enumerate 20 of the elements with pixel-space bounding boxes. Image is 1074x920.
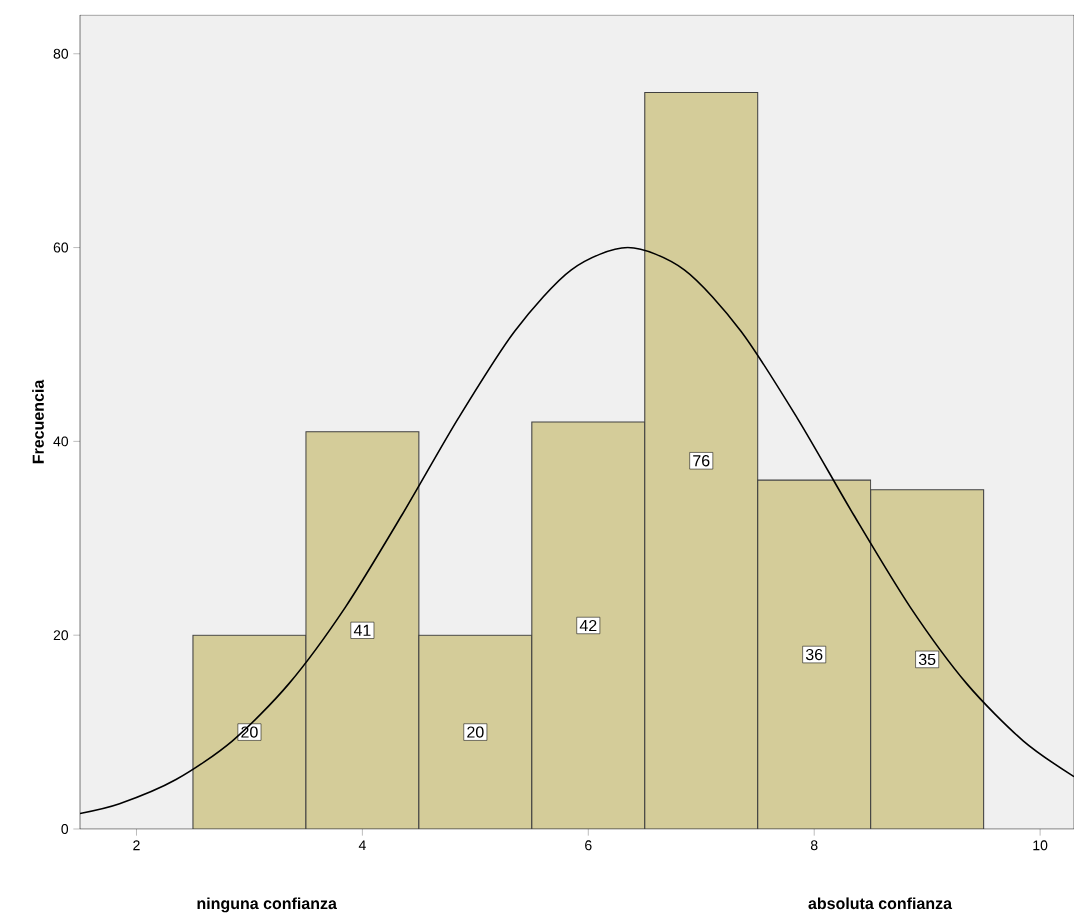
- text: ninguna confianza: [197, 897, 337, 913]
- x-tick-label: 2: [133, 840, 140, 851]
- x-tick-label: 4: [358, 840, 366, 850]
- text: absoluta confianza: [808, 897, 953, 910]
- x-tick-label: 10: [1033, 840, 1048, 851]
- y-tick-label: 60: [53, 242, 69, 253]
- data-label: 20: [467, 726, 484, 738]
- y-tick-label: 40: [53, 436, 69, 447]
- y-tick-label: 80: [53, 48, 69, 59]
- data-label: 20: [241, 726, 258, 738]
- y-tick-label: 20: [53, 630, 69, 641]
- x-tick-label: 6: [585, 840, 592, 851]
- data-label: 35: [918, 653, 936, 666]
- x-tick-label: 8: [810, 840, 818, 851]
- y-tick-label: 0: [61, 824, 69, 834]
- data-label: 41: [353, 624, 371, 636]
- data-label: 76: [693, 455, 710, 467]
- data-label: 36: [805, 648, 823, 661]
- y-axis-title: Frecuencia: [32, 379, 44, 464]
- data-label: 42: [579, 619, 597, 632]
